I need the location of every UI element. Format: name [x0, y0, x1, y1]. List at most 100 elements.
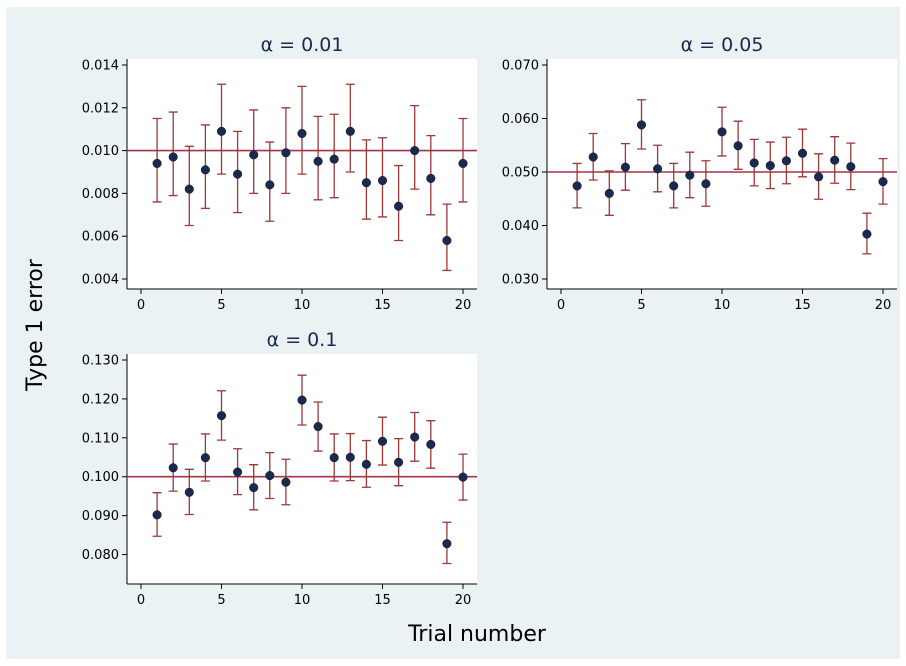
data-point: [249, 150, 259, 160]
x-tick-label: 0: [137, 593, 145, 608]
y-axis-title: Type 1 error: [23, 258, 48, 392]
data-point: [669, 181, 679, 191]
data-point: [394, 201, 404, 211]
data-point: [410, 432, 420, 442]
data-point: [830, 155, 840, 165]
data-point: [458, 158, 468, 168]
x-tick-label: 5: [217, 298, 225, 313]
data-point: [313, 421, 323, 432]
x-tick-label: 20: [875, 298, 892, 313]
data-point: [846, 162, 856, 172]
y-tick-label: 0.040: [502, 219, 539, 234]
data-point: [765, 161, 775, 171]
y-tick-label: 0.120: [82, 392, 119, 407]
data-point: [797, 148, 808, 158]
data-point: [168, 152, 178, 162]
y-tick-label: 0.004: [82, 273, 119, 288]
data-point: [361, 459, 371, 469]
x-tick-label: 5: [217, 593, 225, 608]
data-point: [685, 170, 695, 180]
data-point: [184, 184, 194, 194]
data-point: [717, 127, 727, 137]
data-point: [200, 453, 210, 463]
data-point: [200, 165, 210, 175]
panel-3: α = 0.1 0.080 0.090 0.100 0.110 0.120 0.130 0 5 1…: [82, 329, 477, 608]
y-tick-label: 0.100: [82, 470, 119, 485]
data-point: [345, 126, 355, 136]
data-point: [233, 467, 243, 477]
panel-title: α = 0.05: [681, 34, 764, 56]
data-point: [297, 128, 307, 139]
data-point: [653, 164, 663, 174]
x-tick-label: 20: [455, 298, 472, 313]
data-point: [168, 463, 178, 473]
data-point: [184, 487, 194, 497]
data-point: [329, 453, 339, 463]
data-point: [749, 158, 759, 168]
chart-canvas: Type 1 error Trial number α = 0.01 0.004 0…: [23, 34, 897, 647]
x-tick-label: 5: [637, 298, 645, 313]
panel-1: α = 0.01 0.004 0.006 0.008 0.010 0.012 0.014 0 5…: [82, 34, 477, 313]
data-point: [458, 472, 468, 482]
x-tick-label: 15: [794, 298, 811, 313]
data-point: [233, 169, 243, 179]
y-tick-label: 0.012: [82, 101, 119, 116]
chart-figure: Type 1 error Trial number α = 0.01 0.004 0…: [6, 7, 900, 659]
y-tick-label: 0.090: [82, 509, 119, 524]
data-point: [265, 180, 275, 190]
data-point: [249, 483, 259, 493]
x-tick-label: 15: [374, 298, 391, 313]
plot-area: [547, 59, 897, 289]
y-tick-label: 0.010: [82, 144, 119, 159]
data-point: [572, 181, 582, 191]
x-axis-title: Trial number: [407, 622, 547, 647]
panel-title: α = 0.1: [267, 329, 338, 351]
data-point: [620, 162, 630, 172]
data-point: [152, 158, 162, 168]
data-point: [781, 156, 791, 166]
data-point: [377, 176, 388, 186]
y-tick-label: 0.110: [82, 431, 119, 446]
data-point: [701, 179, 711, 189]
data-point: [216, 126, 227, 136]
data-point: [862, 229, 872, 239]
data-point: [377, 436, 388, 446]
data-point: [329, 154, 339, 164]
y-tick-label: 0.014: [82, 59, 119, 74]
y-tick-label: 0.050: [502, 166, 539, 181]
data-point: [636, 120, 647, 130]
y-tick-label: 0.060: [502, 112, 539, 127]
data-point: [878, 177, 888, 187]
data-point: [297, 395, 307, 405]
data-point: [604, 188, 614, 198]
data-point: [152, 510, 162, 520]
data-point: [814, 172, 824, 182]
data-point: [410, 146, 420, 156]
data-point: [426, 173, 436, 183]
data-point: [281, 148, 291, 158]
x-tick-label: 10: [294, 298, 311, 313]
data-point: [345, 452, 355, 462]
x-tick-label: 20: [455, 593, 472, 608]
y-tick-label: 0.030: [502, 273, 539, 288]
x-tick-label: 15: [374, 593, 391, 608]
data-point: [733, 141, 743, 151]
y-tick-label: 0.080: [82, 548, 119, 563]
data-point: [281, 477, 291, 487]
data-point: [394, 457, 404, 467]
x-tick-label: 10: [714, 298, 731, 313]
y-tick-label: 0.070: [502, 59, 539, 74]
x-tick-label: 0: [137, 298, 145, 313]
panel-title: α = 0.01: [261, 34, 344, 56]
x-tick-label: 0: [557, 298, 565, 313]
y-tick-label: 0.008: [82, 187, 119, 202]
data-point: [588, 152, 598, 162]
data-point: [442, 235, 452, 246]
y-tick-label: 0.130: [82, 354, 119, 369]
data-point: [361, 178, 371, 188]
panel-2: α = 0.05 0.030 0.040 0.050 0.060 0.070 0 5 10 15 2…: [502, 34, 897, 313]
data-point: [426, 439, 436, 449]
data-point: [313, 156, 323, 166]
y-tick-label: 0.006: [82, 230, 119, 245]
data-point: [442, 539, 452, 549]
